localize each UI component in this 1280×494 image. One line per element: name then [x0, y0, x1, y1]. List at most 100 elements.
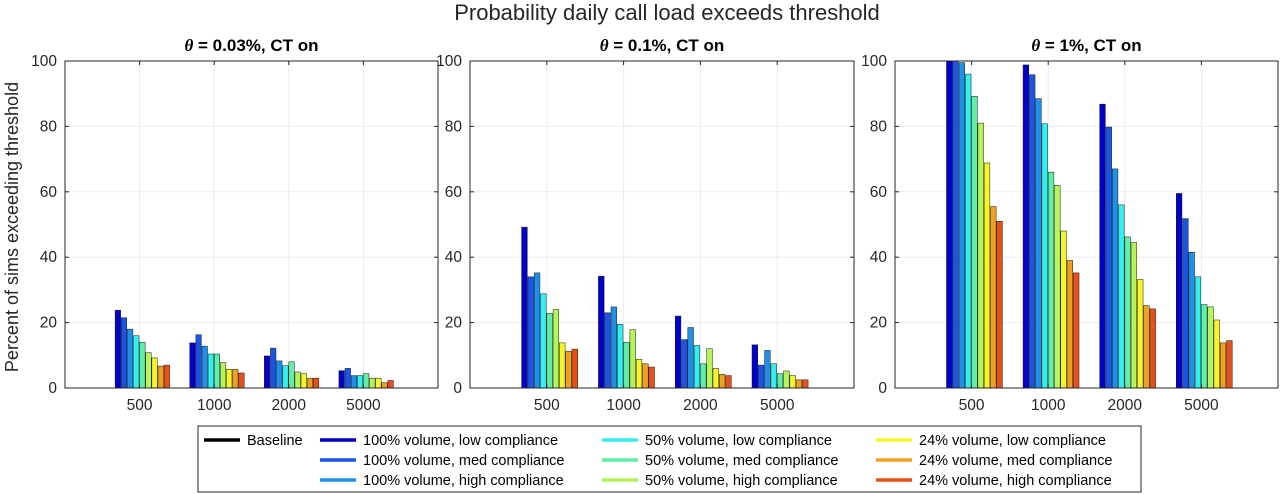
bar	[1226, 340, 1233, 389]
y-tick-label: 60	[40, 184, 58, 201]
y-tick-label: 60	[445, 184, 463, 201]
bar	[952, 60, 959, 389]
bar	[1188, 252, 1195, 389]
bar	[565, 351, 572, 389]
y-tick-label: 0	[48, 380, 57, 397]
y-tick-label: 20	[445, 315, 463, 332]
bar	[270, 347, 277, 389]
y-tick-label: 60	[870, 184, 888, 201]
legend-label: Baseline	[247, 433, 303, 449]
bar	[1029, 74, 1036, 389]
bar	[300, 373, 307, 389]
legend: Baseline 100% volume, low compliance 100% …	[197, 425, 1142, 493]
x-tick-label: 5000	[1184, 397, 1219, 414]
y-axis-label: Percent of sims exceeding threshold	[2, 82, 22, 372]
bar	[381, 382, 388, 389]
bar	[623, 341, 630, 389]
bar	[527, 276, 534, 389]
panel-title-symbol: θ	[1031, 36, 1040, 55]
bar	[189, 342, 196, 389]
bar	[789, 375, 796, 389]
panel-title-text: = 0.1%, CT on	[609, 36, 725, 55]
x-tick-label: 500	[534, 397, 560, 414]
bar	[1047, 171, 1055, 389]
legend-label: 24% volume, med compliance	[919, 453, 1112, 469]
legend-label: 24% volume, high compliance	[919, 473, 1112, 489]
bar	[604, 312, 611, 389]
bar	[965, 73, 972, 389]
bar	[207, 353, 214, 389]
bar	[958, 62, 965, 389]
panel-title: θ = 0.1%, CT on	[600, 36, 725, 55]
legend-entry: 50% volume, high compliance	[602, 473, 838, 489]
legend-label: 24% volume, low compliance	[919, 433, 1106, 449]
bar	[1149, 308, 1156, 389]
bar	[157, 365, 164, 389]
bar	[706, 348, 713, 389]
legend-entry: 24% volume, med compliance	[876, 453, 1112, 469]
bar	[127, 328, 134, 389]
panel-1: 0 20 40 60 80 100 500 1000 2000 5000 θ = 0.03%, CT…	[31, 36, 439, 414]
bar	[151, 357, 158, 389]
x-tick-label: 1000	[197, 397, 232, 414]
panel-title-symbol: θ	[184, 36, 193, 55]
panel-title: θ = 1%, CT on	[1031, 36, 1141, 55]
legend-label: 100% volume, high compliance	[363, 473, 564, 489]
y-tick-label: 100	[861, 53, 887, 70]
bar	[1194, 276, 1202, 389]
bar	[294, 371, 301, 389]
bar	[201, 345, 208, 389]
panel-title-text: = 1%, CT on	[1040, 36, 1142, 55]
bar	[288, 361, 295, 389]
y-tick-label: 20	[40, 315, 58, 332]
y-tick-label: 40	[40, 249, 58, 266]
bar	[776, 373, 784, 389]
bar	[983, 162, 991, 389]
bar	[1073, 272, 1080, 389]
bar	[1201, 304, 1208, 389]
x-tick-label: 5000	[760, 397, 795, 414]
bar	[990, 206, 997, 389]
bar	[725, 375, 732, 389]
y-tick-label: 40	[870, 249, 888, 266]
x-tick-label: 2000	[1108, 397, 1143, 414]
bar	[1105, 126, 1112, 389]
bar	[795, 379, 803, 389]
bar	[1035, 98, 1042, 389]
panel-title-symbol: θ	[600, 36, 609, 55]
panel-2: 0 20 40 60 80 100 500 1000 2000 5000 θ = 0.1%, CT …	[436, 36, 855, 414]
axes-box	[64, 60, 439, 389]
bar	[1054, 185, 1061, 389]
bar	[1099, 103, 1106, 389]
bar	[338, 370, 345, 389]
bar	[1137, 279, 1144, 389]
bar	[996, 220, 1003, 389]
bar	[226, 369, 233, 389]
panel-title: θ = 0.03%, CT on	[184, 36, 318, 55]
bar	[712, 368, 719, 389]
bar	[195, 334, 202, 389]
legend-entry: 24% volume, high compliance	[876, 473, 1112, 489]
bar	[357, 375, 364, 389]
bar	[1213, 319, 1220, 389]
legend-entry: 50% volume, med compliance	[602, 453, 838, 469]
x-tick-label: 500	[959, 397, 985, 414]
bar	[758, 364, 765, 389]
bar	[139, 341, 146, 389]
bar	[719, 374, 726, 389]
y-tick-label: 80	[40, 118, 58, 135]
bar	[977, 122, 984, 389]
bar	[521, 226, 528, 389]
bar	[375, 377, 382, 389]
legend-label: 50% volume, med compliance	[645, 453, 838, 469]
bar	[163, 364, 170, 389]
bar	[145, 352, 152, 389]
y-tick-label: 0	[453, 380, 462, 397]
y-tick-label: 80	[445, 118, 463, 135]
legend-entry: 50% volume, low compliance	[602, 433, 832, 449]
bar	[693, 345, 701, 389]
y-tick-label: 80	[870, 118, 888, 135]
x-tick-label: 5000	[346, 397, 381, 414]
legend-entry: Baseline	[204, 433, 303, 449]
